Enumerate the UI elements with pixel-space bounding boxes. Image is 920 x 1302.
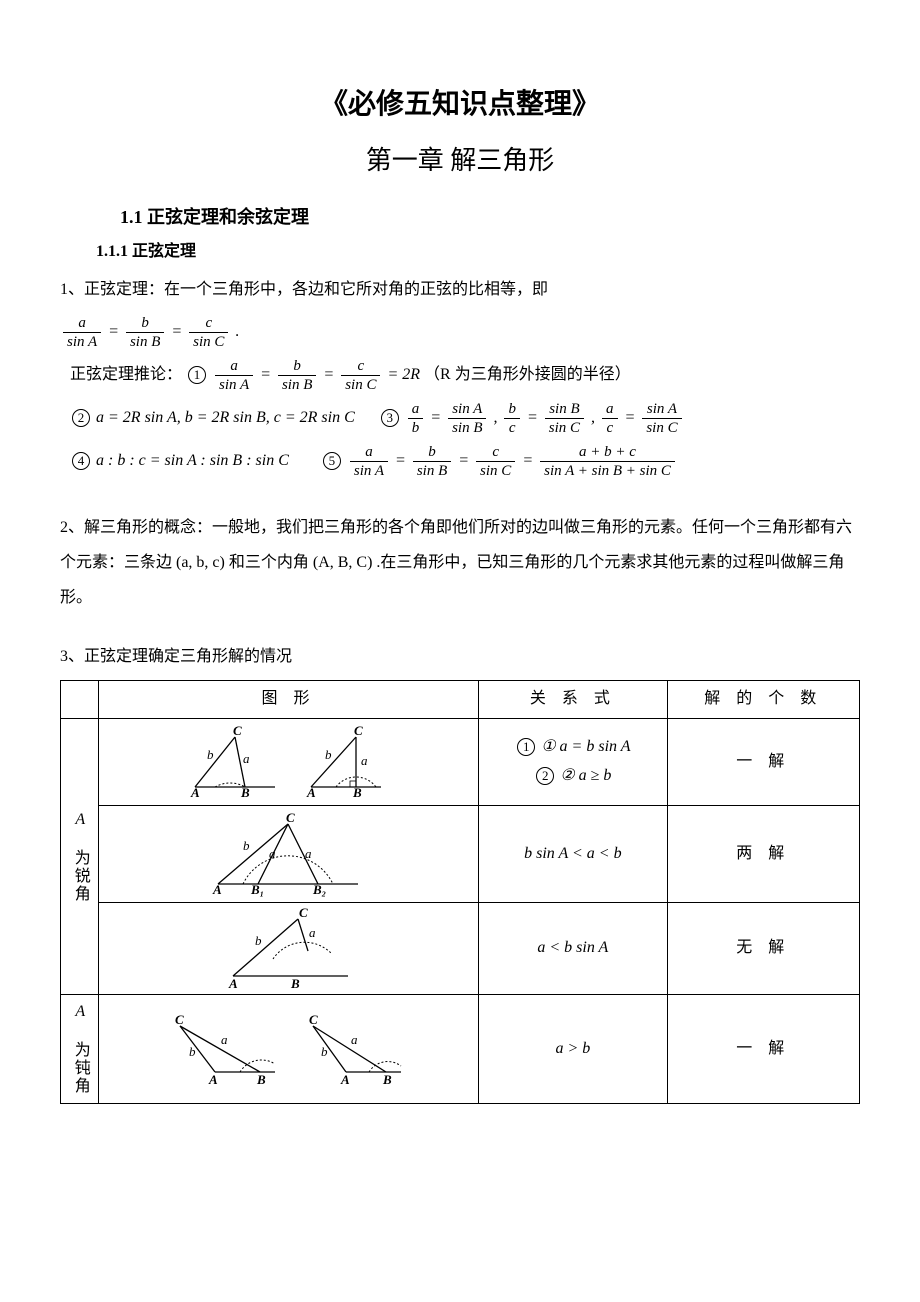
item-1-lead: 1、正弦定理：在一个三角形中，各边和它所对角的正弦的比相等，即 — [60, 272, 860, 307]
subsection-title: 1.1.1 正弦定理 — [60, 238, 860, 267]
table-row: A B₁ B₂ C b a a b sin A < a < b 两 解 — [61, 806, 860, 903]
svg-text:b: b — [189, 1044, 196, 1059]
svg-text:a: a — [221, 1032, 228, 1047]
solution-cases-table: 图 形 关 系 式 解 的 个 数 A 为锐角 A B C b a — [60, 680, 860, 1104]
svg-text:B: B — [382, 1072, 392, 1087]
table-row: A B C b a a < b sin A 无 解 — [61, 903, 860, 995]
svg-text:b: b — [321, 1044, 328, 1059]
svg-text:C: C — [354, 723, 363, 738]
svg-text:B₂: B₂ — [312, 882, 326, 897]
count-cell: 两 解 — [667, 806, 859, 903]
corollary-2-3: 2 a = 2R sin A, b = 2R sin B, c = 2R sin… — [60, 400, 860, 437]
svg-text:B₁: B₁ — [250, 882, 264, 897]
diagram-acute-one-solution: A B C b a A B C b a — [105, 723, 472, 801]
svg-text:C: C — [286, 810, 295, 825]
svg-text:a: a — [351, 1032, 358, 1047]
table-header-row: 图 形 关 系 式 解 的 个 数 — [61, 681, 860, 719]
chapter-title: 第一章 解三角形 — [60, 138, 860, 185]
svg-text:b: b — [243, 838, 250, 853]
svg-text:a: a — [309, 925, 316, 940]
acute-label: A 为锐角 — [61, 719, 99, 995]
svg-text:C: C — [175, 1012, 184, 1027]
svg-text:A: A — [228, 976, 238, 991]
col-relation: 关 系 式 — [479, 681, 667, 719]
svg-text:a: a — [305, 846, 312, 861]
svg-text:a: a — [243, 751, 250, 766]
svg-text:a: a — [361, 753, 368, 768]
svg-text:b: b — [255, 933, 262, 948]
count-cell: 一 解 — [667, 719, 859, 806]
svg-text:A: A — [340, 1072, 350, 1087]
diagram-acute-no-solution: A B C b a — [105, 907, 472, 990]
svg-text:A: A — [208, 1072, 218, 1087]
item-3-lead: 3、正弦定理确定三角形解的情况 — [60, 639, 860, 674]
relation-cell: a < b sin A — [479, 903, 667, 995]
svg-text:a: a — [269, 846, 276, 861]
svg-text:C: C — [233, 723, 242, 738]
col-shape: 图 形 — [98, 681, 478, 719]
corollary-4-5: 4 a : b : c = sin A : sin B : sin C 5 as… — [60, 443, 860, 480]
item-2-para: 2、解三角形的概念：一般地，我们把三角形的各个角即他们所对的边叫做三角形的元素。… — [60, 510, 860, 616]
count-cell: 无 解 — [667, 903, 859, 995]
table-row: A 为锐角 A B C b a — [61, 719, 860, 806]
svg-text:b: b — [325, 747, 332, 762]
section-title: 1.1 正弦定理和余弦定理 — [60, 201, 860, 233]
svg-text:B: B — [352, 785, 362, 800]
table-row: A 为钝角 A B C b a — [61, 995, 860, 1104]
obtuse-label: A 为钝角 — [61, 995, 99, 1104]
document-title: 《必修五知识点整理》 — [60, 80, 860, 130]
count-cell: 一 解 — [667, 995, 859, 1104]
svg-text:b: b — [207, 747, 214, 762]
svg-text:A: A — [212, 882, 222, 897]
diagram-obtuse-one-solution: A B C b a A B C b a — [105, 1010, 472, 1088]
svg-text:B: B — [240, 785, 250, 800]
col-count: 解 的 个 数 — [667, 681, 859, 719]
svg-text:C: C — [299, 905, 308, 920]
diagram-acute-two-solutions: A B₁ B₂ C b a a — [105, 810, 472, 898]
svg-text:C: C — [309, 1012, 318, 1027]
svg-text:A: A — [190, 785, 200, 800]
corollary-1: 正弦定理推论： 1 asin A = bsin B = csin C = 2R … — [60, 357, 860, 394]
svg-text:B: B — [290, 976, 300, 991]
relation-cell: a > b — [479, 995, 667, 1104]
svg-text:A: A — [306, 785, 316, 800]
relation-cell: b sin A < a < b — [479, 806, 667, 903]
relation-cell: 1 ① a = b sin A 2 ② a ≥ b — [479, 719, 667, 806]
law-of-sines-formula: asin A = bsin B = csin C . — [60, 314, 860, 351]
svg-text:B: B — [256, 1072, 266, 1087]
